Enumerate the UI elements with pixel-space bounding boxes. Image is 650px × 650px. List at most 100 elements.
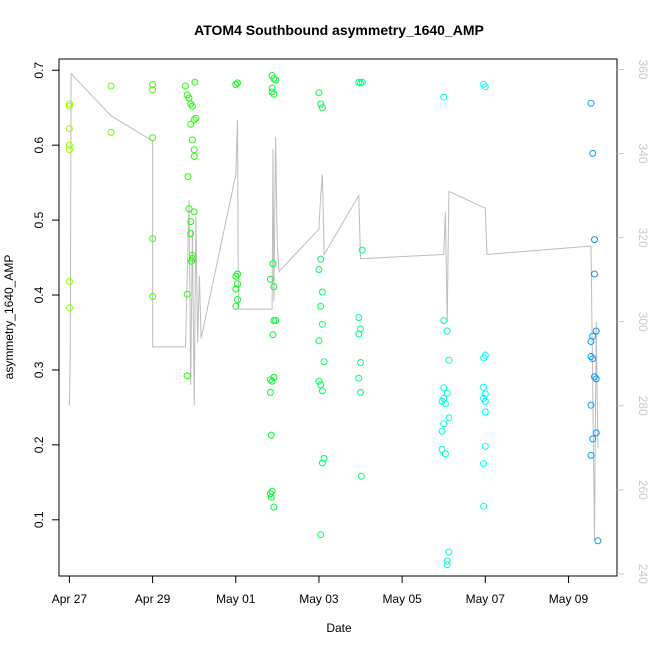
data-point (266, 376, 274, 384)
y2-tick-label: 260 (636, 480, 650, 500)
data-point (269, 260, 277, 268)
data-point (268, 377, 276, 385)
data-point (318, 104, 326, 112)
data-point (190, 146, 198, 154)
data-point (270, 90, 278, 98)
data-point (65, 102, 73, 110)
data-point (185, 205, 193, 213)
data-point (65, 141, 73, 149)
data-point (480, 502, 488, 510)
data-point (232, 285, 240, 293)
data-point (184, 173, 192, 181)
y-axis-label: asymmetry_1640_AMP (2, 255, 16, 380)
data-point (234, 296, 241, 303)
plot-frame (58, 58, 618, 577)
data-point (188, 136, 196, 144)
data-point (234, 79, 241, 87)
data-point (589, 435, 597, 443)
y-tick-label: 0.2 (32, 436, 46, 453)
y2-tick-label: 360 (636, 59, 650, 79)
data-point (270, 317, 278, 324)
data-point (480, 354, 488, 362)
data-point (315, 89, 323, 97)
data-point (266, 388, 274, 396)
data-point (481, 83, 489, 91)
data-point (188, 102, 196, 110)
data-point (267, 493, 275, 501)
data-point (443, 389, 451, 397)
data-point (187, 218, 195, 226)
data-point (587, 99, 595, 107)
data-point (268, 88, 276, 96)
data-point (182, 82, 189, 90)
data-point (318, 288, 326, 296)
y-tick-label: 0.6 (32, 137, 46, 154)
data-point (320, 358, 328, 366)
data-point (445, 414, 453, 422)
data-point (149, 134, 157, 142)
data-point (315, 377, 323, 385)
data-point (357, 388, 364, 396)
data-point (441, 400, 449, 408)
data-point (587, 338, 595, 345)
data-point (441, 450, 449, 458)
data-point (587, 401, 595, 409)
data-point (318, 459, 326, 467)
data-point (66, 304, 73, 312)
y-tick-label: 0.7 (32, 62, 46, 79)
y-axis: 0.1 0.2 0.3 0.4 0.5 0.6 0.7 (32, 62, 59, 528)
data-point (190, 208, 198, 216)
data-point (443, 327, 451, 335)
data-point (317, 302, 325, 310)
data-point (270, 373, 278, 381)
data-point (187, 230, 195, 238)
x-tick-label: May 09 (549, 592, 589, 606)
data-point (267, 431, 275, 439)
chart-title: ATOM4 Southbound asymmetry_1640_AMP (194, 22, 484, 38)
data-point (358, 246, 366, 254)
data-point (187, 120, 195, 128)
data-point (440, 317, 448, 324)
data-point (481, 390, 489, 398)
series-line (68, 72, 599, 541)
data-point (480, 383, 488, 391)
data-point (190, 152, 198, 160)
data-point (355, 374, 363, 382)
data-point (66, 278, 73, 285)
data-point (440, 384, 448, 392)
data-point (443, 557, 451, 565)
data-point (357, 359, 364, 366)
data-point (357, 472, 365, 480)
data-point (315, 337, 323, 345)
data-point (589, 355, 597, 363)
x-axis-label: Date (326, 621, 352, 635)
data-point (440, 420, 448, 428)
data-point (438, 445, 446, 453)
data-point (587, 451, 595, 459)
data-point (66, 146, 73, 154)
y2-tick-label: 320 (636, 228, 650, 248)
x-tick-label: May 05 (382, 592, 422, 606)
y2-tick-label: 240 (636, 564, 650, 584)
data-point (317, 531, 325, 539)
data-point (66, 100, 73, 108)
data-point (589, 149, 597, 157)
data-point (232, 302, 240, 310)
data-point (149, 81, 157, 88)
data-point (272, 76, 280, 84)
data-point (591, 270, 598, 278)
data-point (445, 548, 453, 556)
data-point (107, 82, 115, 90)
y-tick-label: 0.5 (32, 211, 46, 228)
y2-tick-label: 340 (636, 144, 650, 164)
data-point (188, 257, 196, 265)
data-point (480, 81, 488, 88)
y-tick-label: 0.3 (32, 361, 46, 378)
data-point (591, 236, 598, 244)
data-point (270, 283, 278, 291)
data-point (481, 408, 489, 416)
data-point (190, 116, 198, 124)
data-point (443, 561, 451, 569)
x-tick-label: May 01 (216, 592, 256, 606)
